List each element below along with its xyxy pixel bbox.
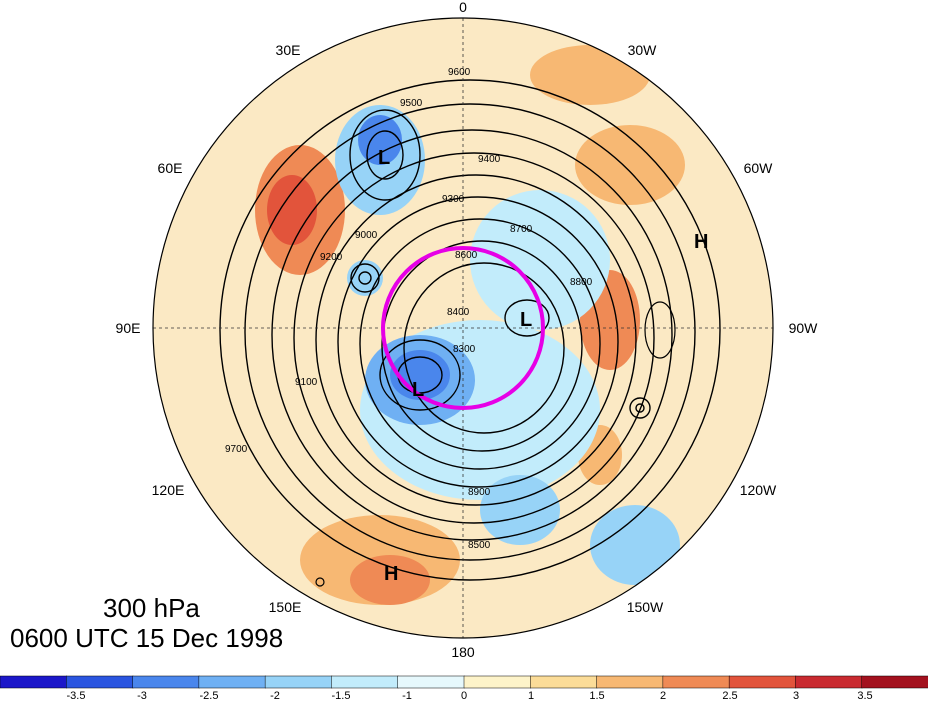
longitude-label-60e: 60E xyxy=(158,160,183,176)
contour-line xyxy=(219,79,721,581)
colorbar-box xyxy=(596,675,664,689)
shading-cold-region xyxy=(347,260,383,296)
colorbar-box xyxy=(66,675,134,689)
colorbar-box xyxy=(795,675,863,689)
contour-line xyxy=(644,301,676,359)
contour-label: 8900 xyxy=(468,487,491,498)
colorbar-box xyxy=(728,675,797,689)
colorbar-tick-label: 1.5 xyxy=(589,690,604,702)
longitude-label-30e: 30E xyxy=(276,42,301,58)
shading-warm-core xyxy=(267,175,317,245)
colorbar-tick-label: -3.5 xyxy=(67,690,86,702)
contour-line xyxy=(359,218,601,470)
longitude-label-150e: 150E xyxy=(269,599,302,615)
colorbar-boxes xyxy=(0,675,928,689)
contour-label: 9300 xyxy=(442,194,465,205)
longitude-label-150w: 150W xyxy=(627,599,664,615)
contour-label: 9100 xyxy=(295,377,318,388)
contour-label: 9500 xyxy=(400,98,423,109)
contour-line xyxy=(504,299,550,337)
colorbar-box xyxy=(331,675,399,689)
colorbar-tick-label: 3.5 xyxy=(857,690,872,702)
longitude-label-30w: 30W xyxy=(628,42,658,58)
map-border xyxy=(152,17,774,639)
highlight-circle xyxy=(381,246,545,410)
colorbar-box xyxy=(662,675,730,689)
contour-line xyxy=(244,103,696,561)
longitude-label-60w: 60W xyxy=(744,160,774,176)
low-center-marker: L xyxy=(412,379,424,401)
height-contours xyxy=(219,79,721,587)
contour-line xyxy=(293,152,655,524)
colorbar-box xyxy=(198,675,266,689)
contour-line xyxy=(337,196,619,488)
high-center-marker: H xyxy=(384,563,398,585)
colorbar-tick-label: 1 xyxy=(528,690,534,702)
contour-line xyxy=(271,129,673,541)
contour-line xyxy=(379,339,461,411)
colorbar-tick-label: -2.5 xyxy=(200,690,219,702)
contour-label: 8700 xyxy=(510,224,533,235)
contour-line xyxy=(635,403,645,413)
colorbar-box xyxy=(530,675,598,689)
colorbar-tick-label: 0 xyxy=(461,690,467,702)
longitude-label-0: 0 xyxy=(459,0,467,15)
longitude-label-90w: 90W xyxy=(789,320,819,336)
colorbar-tick-label: -1.5 xyxy=(332,690,351,702)
contour-line xyxy=(315,174,637,506)
colorbar-tick-label: -3 xyxy=(137,690,147,702)
contour-label: 9600 xyxy=(448,67,471,78)
contour-label: 9700 xyxy=(225,444,248,455)
contour-label: 8600 xyxy=(455,250,478,261)
contour-line xyxy=(366,130,404,180)
shading-warm-core xyxy=(350,555,430,605)
contour-line xyxy=(315,577,325,587)
valid-time-caption: 0600 UTC 15 Dec 1998 xyxy=(10,623,284,653)
colorbar-box xyxy=(0,675,68,689)
contour-label: 8800 xyxy=(570,277,593,288)
low-center-marker: L xyxy=(520,309,532,331)
contour-label: 9000 xyxy=(355,230,378,241)
colorbar-tick-label: -2 xyxy=(270,690,280,702)
contour-label: 8300 xyxy=(453,344,476,355)
colorbar-box xyxy=(132,675,200,689)
high-center-marker: H xyxy=(694,231,708,253)
longitude-label-180: 180 xyxy=(451,644,475,660)
colorbar-box xyxy=(463,675,532,689)
contour-line xyxy=(629,397,651,419)
contour-line xyxy=(349,109,421,201)
colorbar-box xyxy=(264,675,333,689)
colorbar-box xyxy=(397,675,465,689)
colorbar-box xyxy=(861,675,928,689)
colorbar-ticks: -3.5 -3 -2.5 -2 -1.5 -1 0 1 1.5 2 2.5 3 … xyxy=(67,690,873,702)
contour-line xyxy=(381,240,583,452)
low-center-marker: L xyxy=(378,147,390,169)
colorbar-tick-label: 3 xyxy=(793,690,799,702)
longitude-label-90e: 90E xyxy=(116,320,141,336)
contour-line xyxy=(358,271,372,285)
colorbar-tick-label: 2 xyxy=(660,690,666,702)
colorbar-tick-label: -1 xyxy=(402,690,412,702)
shading-cold-region xyxy=(590,505,680,585)
contour-label: 8500 xyxy=(468,540,491,551)
contour-label: 8400 xyxy=(447,307,470,318)
graticule xyxy=(153,18,773,638)
longitude-label-120e: 120E xyxy=(152,482,185,498)
pressure-level-caption: 300 hPa xyxy=(103,593,200,623)
contour-label: 9400 xyxy=(478,154,501,165)
colorbar-tick-label: 2.5 xyxy=(722,690,737,702)
contour-label: 9200 xyxy=(320,252,343,263)
longitude-label-120w: 120W xyxy=(740,482,777,498)
contour-line xyxy=(350,263,380,293)
shading-warm-region xyxy=(575,125,685,205)
contour-line xyxy=(403,262,565,434)
colorbar: -3.5 -3 -2.5 -2 -1.5 -1 0 1 1.5 2 2.5 3 … xyxy=(0,675,928,702)
